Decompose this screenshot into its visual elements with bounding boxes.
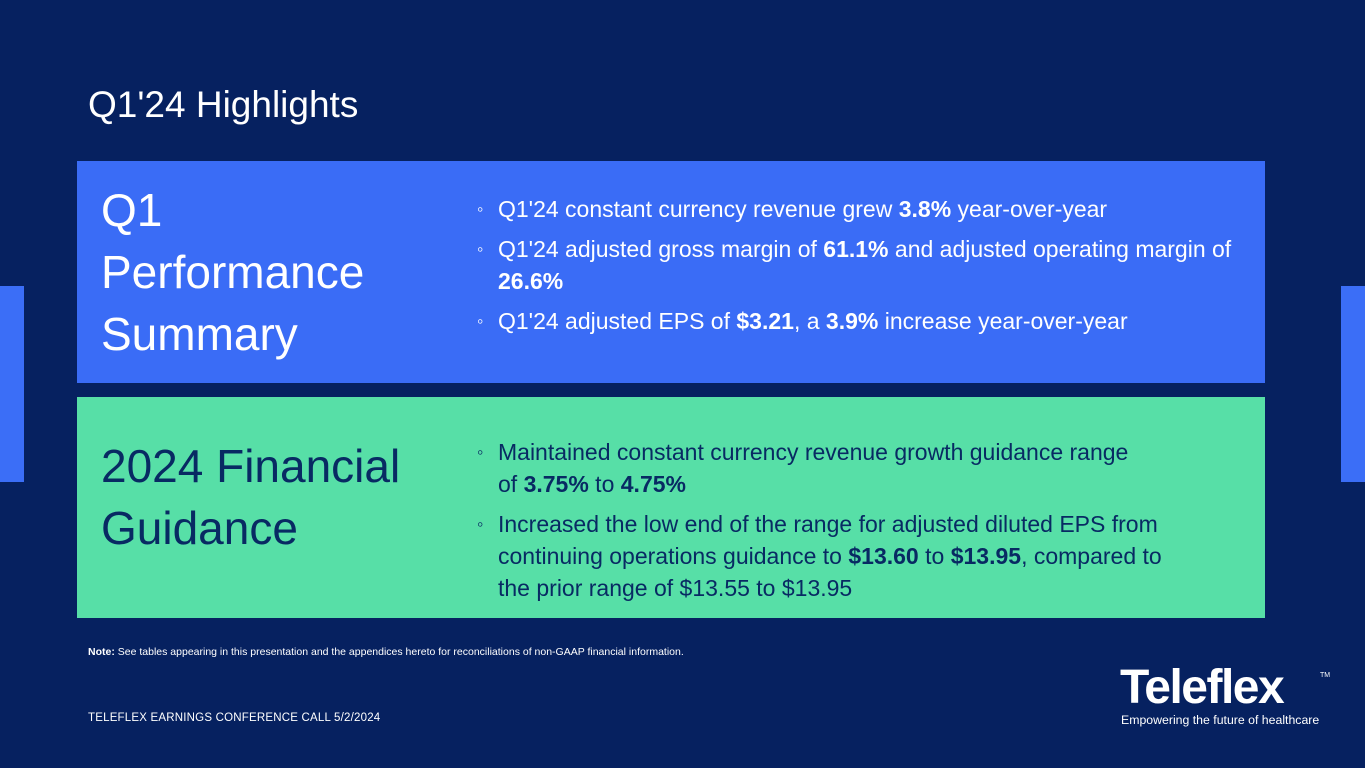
slide-title: Q1'24 Highlights xyxy=(88,84,359,125)
performance-bullet-revenue: ◦ Q1'24 constant currency revenue grew 3.… xyxy=(477,193,1237,225)
logo-wordmark: Teleflex xyxy=(1120,661,1285,714)
bullet-circle-icon: ◦ xyxy=(477,199,484,219)
performance-heading-line1: Q1 xyxy=(101,184,163,236)
gross-margin-value: 61.1% xyxy=(823,236,889,262)
bullet-circle-icon: ◦ xyxy=(477,311,484,331)
guidance-heading-line2: Guidance xyxy=(101,502,298,554)
eps-guidance-low-value: $13.60 xyxy=(848,543,919,569)
performance-heading-line2: Performance xyxy=(101,246,365,298)
right-edge-accent xyxy=(1341,286,1365,482)
performance-bullet-margin: ◦ Q1'24 adjusted gross margin of 61.1% an… xyxy=(477,233,1237,297)
financial-guidance-panel: 2024 Financial Guidance ◦ Maintained cons… xyxy=(77,397,1265,618)
logo-trademark: TM xyxy=(1320,672,1331,679)
bullet-text: to xyxy=(588,471,621,497)
guidance-bullet-list: ◦ Maintained constant currency revenue gr… xyxy=(477,436,1237,612)
footnote-label: Note: xyxy=(88,646,115,658)
guidance-high-value: 4.75% xyxy=(620,471,686,497)
bullet-text: and adjusted operating margin of xyxy=(888,236,1232,262)
bullet-text: Q1'24 adjusted EPS of xyxy=(498,308,737,334)
bullet-text: year-over-year xyxy=(951,196,1108,222)
eps-increase-value: 3.9% xyxy=(825,308,879,334)
logo-tagline: Empowering the future of healthcare xyxy=(1121,713,1320,727)
bullet-text: , compared to the prior range of $13.55 … xyxy=(498,543,1162,601)
teleflex-logo: Teleflex TM Empowering the future of hea… xyxy=(1120,660,1330,732)
performance-bullet-list: ◦ Q1'24 constant currency revenue grew 3.… xyxy=(477,193,1237,345)
financial-guidance-heading: 2024 Financial Guidance xyxy=(101,435,400,559)
eps-value: $3.21 xyxy=(736,308,794,334)
bullet-text: Q1'24 constant currency revenue grew xyxy=(498,196,899,222)
operating-margin-value: 26.6% xyxy=(498,268,564,294)
revenue-growth-value: 3.8% xyxy=(898,196,952,222)
performance-summary-panel: Q1 Performance Summary ◦ Q1'24 constant c… xyxy=(77,161,1265,383)
bullet-circle-icon: ◦ xyxy=(477,514,484,534)
guidance-bullet-revenue: ◦ Maintained constant currency revenue gr… xyxy=(477,436,1148,500)
guidance-heading-line1: 2024 Financial xyxy=(101,440,401,492)
bullet-text: Maintained constant currency revenue gro… xyxy=(498,439,1129,497)
footnote-text: See tables appearing in this presentatio… xyxy=(114,646,684,658)
footnote: Note: See tables appearing in this prese… xyxy=(88,646,684,658)
bullet-text: increase year-over-year xyxy=(878,308,1128,334)
footer-text: TELEFLEX EARNINGS CONFERENCE CALL 5/2/20… xyxy=(88,712,381,724)
bullet-circle-icon: ◦ xyxy=(477,239,484,259)
performance-heading-line3: Summary xyxy=(101,308,298,360)
guidance-low-value: 3.75% xyxy=(523,471,589,497)
bullet-text: Increased the low end of the range for a… xyxy=(498,511,1158,569)
bullet-text: to xyxy=(918,543,951,569)
bullet-circle-icon: ◦ xyxy=(477,442,484,462)
bullet-text: , a xyxy=(793,308,826,334)
guidance-bullet-eps: ◦ Increased the low end of the range for … xyxy=(477,508,1198,604)
performance-bullet-eps: ◦ Q1'24 adjusted EPS of $3.21, a 3.9% inc… xyxy=(477,305,1237,337)
left-edge-accent xyxy=(0,286,24,482)
eps-guidance-high-value: $13.95 xyxy=(950,543,1022,569)
bullet-text: Q1'24 adjusted gross margin of xyxy=(498,236,824,262)
performance-summary-heading: Q1 Performance Summary xyxy=(101,179,364,365)
